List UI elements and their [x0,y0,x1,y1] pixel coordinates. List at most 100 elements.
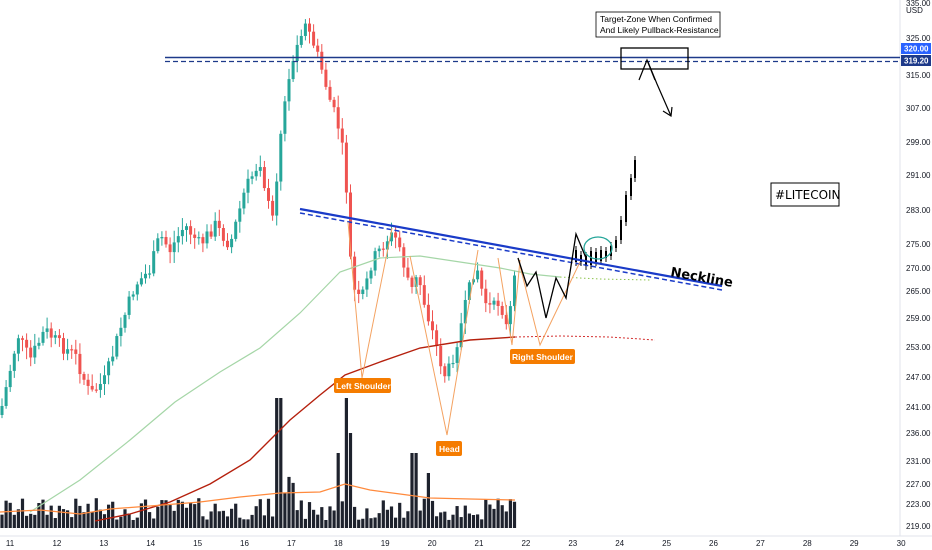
volume-bar [12,514,16,528]
volume-bar [508,499,512,528]
candle-body [299,35,303,45]
volume-bar [197,498,201,528]
candle-body [0,405,4,415]
price-tick-label: 219.00 [906,522,931,531]
candle-body [176,236,180,243]
candle-body [172,242,176,253]
volume-bar [29,513,33,528]
candle-body [254,170,258,177]
candle-body [135,284,139,295]
price-tick-label: 241.00 [906,403,931,412]
candle-body [21,338,24,340]
candle-body [431,321,434,331]
candle-body [357,289,361,295]
volume-bar [488,504,492,528]
volume-bar [107,504,111,528]
volume-bar [287,476,291,528]
volume-bar [41,499,45,528]
target-note-line1: Target-Zone When Confirmed [600,14,712,24]
volume-bar [66,510,70,528]
volume-bar [328,506,332,528]
candle-body [221,228,225,241]
volume-bar [312,509,316,528]
volume-bar [209,511,213,528]
candle-body [242,192,246,209]
volume-bar [459,517,463,528]
left-shoulder-label: Left Shoulder [336,381,391,391]
candle-body [98,383,102,390]
projected-candle-body [625,195,627,222]
target-note-line2: And Likely Pullback-Resistance [600,25,719,35]
volume-bar [316,514,320,528]
candle-body [316,45,320,52]
volume-bar [389,506,394,528]
volume-bar [266,498,271,528]
projected-candle-body [634,160,636,178]
candle-body [180,229,184,237]
date-tick-label: 17 [287,539,296,548]
date-tick-label: 14 [146,539,155,548]
candle-body [29,347,33,358]
volume-bar [365,508,369,528]
price-tick-label: 299.00 [906,138,931,147]
candle-body [295,44,299,62]
volume-bar [168,505,172,528]
candle-body [16,338,20,354]
volume-bar [303,518,307,528]
candle-body [262,167,266,189]
neckline-dashed [299,212,723,291]
candle-body [513,275,516,307]
volume-bar [86,503,90,528]
candle-body [103,375,106,384]
candle-body [148,273,152,275]
projected-candle-body [630,178,632,196]
candle-body [246,178,250,193]
volume-bar [369,518,373,528]
candle-body [33,345,37,358]
candle-body [49,328,53,338]
candle-body [94,389,98,391]
volume-bar [447,519,451,528]
volume-bar [205,519,209,528]
volume-bar [299,500,303,528]
candle-body [365,278,369,290]
candle-body [62,338,65,354]
volume-bar [90,512,94,528]
volume-bar [164,500,168,528]
candle-body [344,142,348,193]
projected-candle-body [595,252,597,262]
candle-body [205,231,209,244]
long-ma-projection [514,335,656,341]
candle-body [168,244,172,253]
candle-body [70,349,74,351]
volume-bar [410,453,414,528]
right-shoulder-badge [510,349,575,364]
volume-bar [160,500,164,528]
price-badge-320-text: 320.00 [904,45,929,54]
candle-body [258,167,262,171]
candle-body [410,277,414,287]
volume-bar [295,510,299,528]
candle-body [508,306,512,325]
candle-body [271,200,275,216]
volume-bar [131,519,135,528]
candle-body [25,339,29,348]
volume-bar [332,510,336,528]
price-tick-label: 227.00 [906,480,931,489]
head-badge [436,441,462,456]
volume-bar [238,517,242,528]
volume-bar [115,519,119,528]
projected-candle-body [600,250,602,261]
candle-body [139,278,143,285]
volume-bar [33,514,37,528]
target-arrow-head [662,106,673,118]
volume-bar [258,499,262,528]
volume-bar [217,511,221,528]
price-tick-label: 325.00 [906,34,931,43]
volume-bar [230,508,234,528]
candle-body [324,69,328,87]
candle-body [340,128,344,143]
candle-body [45,328,49,332]
date-tick-label: 16 [240,539,249,548]
price-tick-label: 315.00 [906,71,931,80]
